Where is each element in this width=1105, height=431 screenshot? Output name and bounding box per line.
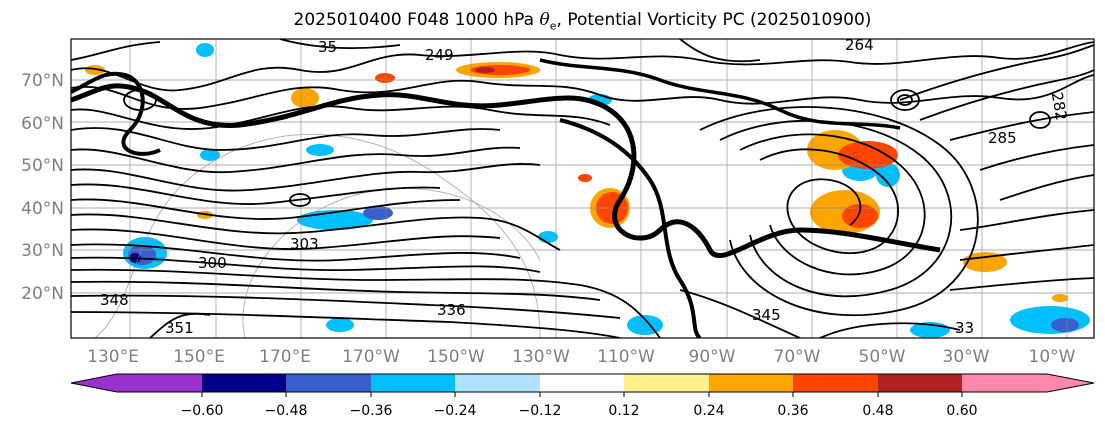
colorbar-ticks — [201, 392, 963, 397]
colorbar: −0.60 −0.48 −0.36 −0.24 −0.12 0.12 0.24 … — [70, 373, 1095, 419]
contour-label: 33 — [955, 319, 974, 337]
contour-label: 303 — [290, 235, 319, 253]
colorbar-extend-high — [1047, 374, 1094, 392]
lat-label: 40°N — [21, 199, 64, 219]
contour-labels: 249 264 282 285 303 336 345 351 348 33 3… — [100, 36, 1071, 337]
latitude-labels: 70°N 60°N 50°N 40°N 30°N 20°N — [21, 71, 64, 304]
longitude-labels: 130°E 150°E 170°E 170°W 150°W 130°W 110°… — [87, 347, 1076, 367]
colorbar-extend-low — [71, 374, 117, 392]
colorbar-tick-label: 0.36 — [777, 403, 808, 419]
colorbar-tick-label: 0.48 — [862, 403, 893, 419]
lon-label: 170°E — [259, 347, 311, 367]
colorbar-tick-label: 0.60 — [946, 403, 977, 419]
lon-label: 150°W — [427, 347, 485, 367]
colorbar-segment — [709, 374, 794, 392]
colorbar-outline — [70, 373, 1095, 393]
colorbar-segment — [540, 374, 625, 392]
title-prefix: 2025010400 F048 1000 hPa — [293, 10, 540, 30]
contour-label: 300 — [198, 254, 227, 272]
map-frame — [70, 38, 1095, 339]
colorbar-segment — [286, 374, 371, 392]
contour-label: 345 — [752, 306, 781, 324]
lon-label: 10°W — [1029, 347, 1076, 367]
colorbar-segment — [202, 374, 287, 392]
colorbar-segment — [371, 374, 456, 392]
title-subscript: e — [549, 19, 557, 33]
colorbar-tick-label: 0.12 — [608, 403, 639, 419]
colorbar-segment — [962, 374, 1047, 392]
lon-label: 130°E — [87, 347, 139, 367]
contour-label: 351 — [165, 319, 194, 337]
colorbar-tick-label: −0.48 — [265, 403, 308, 419]
lon-label: 30°W — [943, 347, 990, 367]
colorbar-tick-label: −0.24 — [434, 403, 477, 419]
lon-label: 50°W — [859, 347, 906, 367]
lon-label: 130°W — [512, 347, 570, 367]
colorbar-segment — [793, 374, 878, 392]
theta-e-contours — [71, 39, 1094, 338]
colorbar-segment — [624, 374, 709, 392]
colorbar-segment — [455, 374, 540, 392]
contour-label: 264 — [845, 36, 874, 54]
colorbar-tick-label: 0.24 — [693, 403, 724, 419]
contour-label: 282 — [1048, 91, 1071, 122]
colorbar-segment — [878, 374, 963, 392]
colorbar-tick-label: −0.60 — [181, 403, 224, 419]
lon-label: 150°E — [173, 347, 225, 367]
lon-label: 110°W — [597, 347, 655, 367]
lat-label: 50°N — [21, 156, 64, 176]
lat-label: 60°N — [21, 114, 64, 134]
colorbar-segment — [117, 374, 202, 392]
contour-label: 348 — [100, 291, 129, 309]
lon-label: 90°W — [689, 347, 736, 367]
lat-label: 70°N — [21, 71, 64, 91]
contour-label: 336 — [437, 301, 466, 319]
colorbar-tick-label: −0.36 — [350, 403, 393, 419]
title-suffix: , Potential Vorticity PC (2025010900) — [556, 10, 872, 30]
colorbar-tick-label: −0.12 — [519, 403, 562, 419]
lat-label: 30°N — [21, 241, 64, 261]
lat-label: 20°N — [21, 284, 64, 304]
map-title: 2025010400 F048 1000 hPa θe, Potential V… — [0, 10, 1105, 32]
lon-label: 170°W — [342, 347, 400, 367]
contour-label: 249 — [425, 46, 454, 64]
map-panel: 249 264 282 285 303 336 345 351 348 33 3… — [71, 36, 1094, 338]
contour-label: 35 — [318, 38, 337, 56]
lon-label: 70°W — [774, 347, 821, 367]
theta-symbol: θ — [539, 10, 550, 30]
contour-label: 285 — [988, 129, 1017, 147]
